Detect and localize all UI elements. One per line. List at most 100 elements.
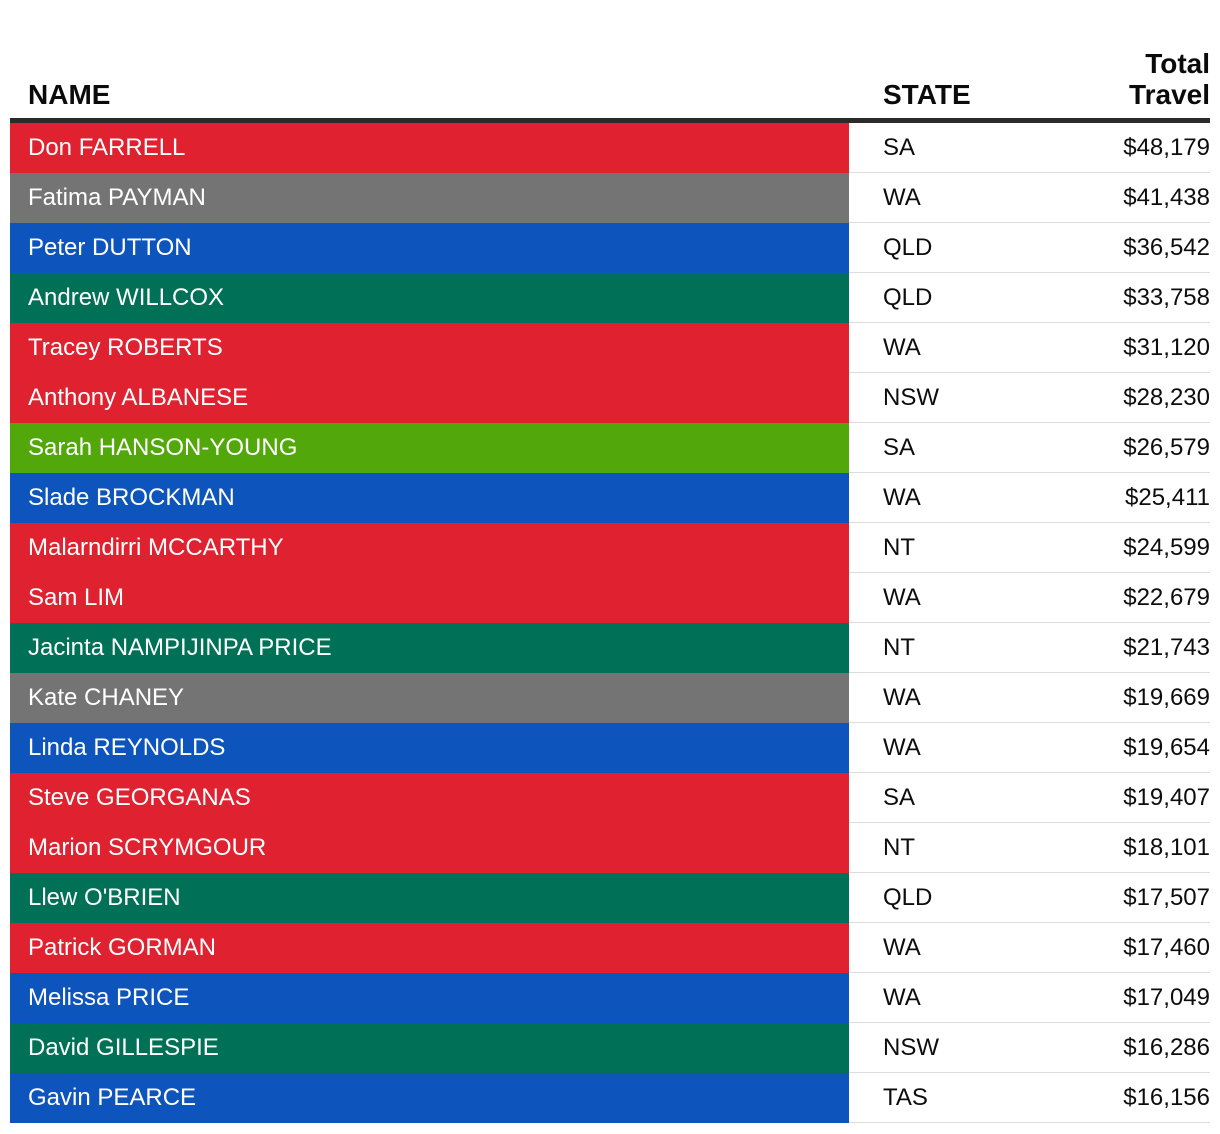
member-name: Steve GEORGANAS [28, 784, 251, 811]
table-row: Steve GEORGANAS SA $19,407 [10, 773, 1210, 823]
member-state-cell: NSW [883, 1033, 939, 1061]
table-row: David GILLESPIE NSW $16,286 [10, 1023, 1210, 1073]
member-name-cell: Sam LIM [10, 573, 849, 623]
member-name-cell: Melissa PRICE [10, 973, 849, 1023]
member-state-cell: NT [883, 533, 915, 561]
member-travel-cell: $18,101 [1123, 833, 1210, 861]
member-state-cell: WA [883, 733, 921, 761]
member-name: Linda REYNOLDS [28, 734, 226, 761]
member-name: Andrew WILLCOX [28, 284, 225, 311]
header-total-travel-line2: Travel [1129, 79, 1210, 110]
member-state-cell: WA [883, 983, 921, 1011]
member-travel-cell: $21,743 [1123, 633, 1210, 661]
row-detail-cells: WA $25,411 [849, 473, 1210, 523]
member-travel-cell: $17,507 [1123, 883, 1210, 911]
header-state: STATE [883, 79, 971, 110]
member-name: Tracey ROBERTS [28, 334, 223, 361]
table-row: Don FARRELL SA $48,179 [10, 123, 1210, 173]
member-name-cell: Malarndirri MCCARTHY [10, 523, 849, 573]
member-travel-cell: $28,230 [1123, 383, 1210, 411]
member-state-cell: QLD [883, 233, 933, 261]
row-detail-cells: NT $18,101 [849, 823, 1210, 873]
row-detail-cells: WA $17,460 [849, 923, 1210, 973]
row-detail-cells: SA $26,579 [849, 423, 1210, 473]
member-state-cell: WA [883, 333, 921, 361]
member-travel-cell: $16,156 [1123, 1083, 1210, 1111]
member-name-cell: Gavin PEARCE [10, 1073, 849, 1123]
row-detail-cells: NSW $16,286 [849, 1023, 1210, 1073]
member-name-cell: Slade BROCKMAN [10, 473, 849, 523]
member-name-cell: Fatima PAYMAN [10, 173, 849, 223]
member-name-cell: Linda REYNOLDS [10, 723, 849, 773]
member-name: Melissa PRICE [28, 984, 190, 1011]
member-travel-cell: $24,599 [1123, 533, 1210, 561]
member-state-cell: WA [883, 933, 921, 961]
table-row: Anthony ALBANESE NSW $28,230 [10, 373, 1210, 423]
member-name-cell: Anthony ALBANESE [10, 373, 849, 423]
member-state-cell: WA [883, 583, 921, 611]
table-row: Kate CHANEY WA $19,669 [10, 673, 1210, 723]
header-total-travel: Total Travel [1027, 48, 1210, 110]
member-travel-cell: $17,460 [1123, 933, 1210, 961]
member-travel-cell: $48,179 [1123, 133, 1210, 161]
member-name-cell: Tracey ROBERTS [10, 323, 849, 373]
table-row: Malarndirri MCCARTHY NT $24,599 [10, 523, 1210, 573]
member-name-cell: Marion SCRYMGOUR [10, 823, 849, 873]
member-state-cell: WA [883, 683, 921, 711]
member-state-cell: WA [883, 483, 921, 511]
row-detail-cells: NSW $28,230 [849, 373, 1210, 423]
header-name: NAME [28, 79, 111, 110]
table-row: Fatima PAYMAN WA $41,438 [10, 173, 1210, 223]
member-name-cell: David GILLESPIE [10, 1023, 849, 1073]
table-row: Gavin PEARCE TAS $16,156 [10, 1073, 1210, 1123]
member-name: Sarah HANSON-YOUNG [28, 434, 298, 461]
member-travel-cell: $25,411 [1125, 483, 1210, 511]
member-state-cell: WA [883, 183, 921, 211]
table-row: Tracey ROBERTS WA $31,120 [10, 323, 1210, 373]
header-total-travel-line1: Total [1145, 48, 1210, 79]
table-row: Patrick GORMAN WA $17,460 [10, 923, 1210, 973]
member-travel-cell: $19,669 [1123, 683, 1210, 711]
member-name: Don FARRELL [28, 134, 186, 161]
member-name-cell: Kate CHANEY [10, 673, 849, 723]
member-state-cell: QLD [883, 283, 933, 311]
row-detail-cells: SA $48,179 [849, 123, 1210, 173]
row-detail-cells: WA $41,438 [849, 173, 1210, 223]
member-name: Llew O'BRIEN [28, 884, 181, 911]
header-rule [10, 118, 1210, 123]
member-name: Sam LIM [28, 584, 125, 611]
member-name-cell: Llew O'BRIEN [10, 873, 849, 923]
member-name: Marion SCRYMGOUR [28, 834, 267, 861]
member-name: Malarndirri MCCARTHY [28, 534, 284, 561]
table-row: Sarah HANSON-YOUNG SA $26,579 [10, 423, 1210, 473]
member-travel-cell: $33,758 [1123, 283, 1210, 311]
table-row: Linda REYNOLDS WA $19,654 [10, 723, 1210, 773]
member-name: David GILLESPIE [28, 1034, 219, 1061]
member-name-cell: Jacinta NAMPIJINPA PRICE [10, 623, 849, 673]
member-name-cell: Andrew WILLCOX [10, 273, 849, 323]
table-row: Melissa PRICE WA $17,049 [10, 973, 1210, 1023]
table-row: Slade BROCKMAN WA $25,411 [10, 473, 1210, 523]
row-detail-cells: WA $19,654 [849, 723, 1210, 773]
row-detail-cells: QLD $33,758 [849, 273, 1210, 323]
table-header: NAME STATE Total Travel [10, 0, 1210, 118]
row-detail-cells: WA $17,049 [849, 973, 1210, 1023]
table-row: Sam LIM WA $22,679 [10, 573, 1210, 623]
table-row: Llew O'BRIEN QLD $17,507 [10, 873, 1210, 923]
member-travel-cell: $26,579 [1123, 433, 1210, 461]
row-detail-cells: QLD $36,542 [849, 223, 1210, 273]
table-content: NAME STATE Total Travel Don FARRELL SA $… [10, 0, 1210, 1123]
member-name: Slade BROCKMAN [28, 484, 235, 511]
member-travel-cell: $17,049 [1123, 983, 1210, 1011]
table-row: Andrew WILLCOX QLD $33,758 [10, 273, 1210, 323]
member-state-cell: NT [883, 833, 915, 861]
member-travel-cell: $19,407 [1123, 783, 1210, 811]
member-travel-cell: $31,120 [1123, 333, 1210, 361]
row-detail-cells: QLD $17,507 [849, 873, 1210, 923]
member-travel-cell: $36,542 [1123, 233, 1210, 261]
member-state-cell: SA [883, 783, 916, 811]
member-travel-cell: $19,654 [1123, 733, 1210, 761]
member-name: Kate CHANEY [28, 684, 185, 711]
row-detail-cells: WA $19,669 [849, 673, 1210, 723]
